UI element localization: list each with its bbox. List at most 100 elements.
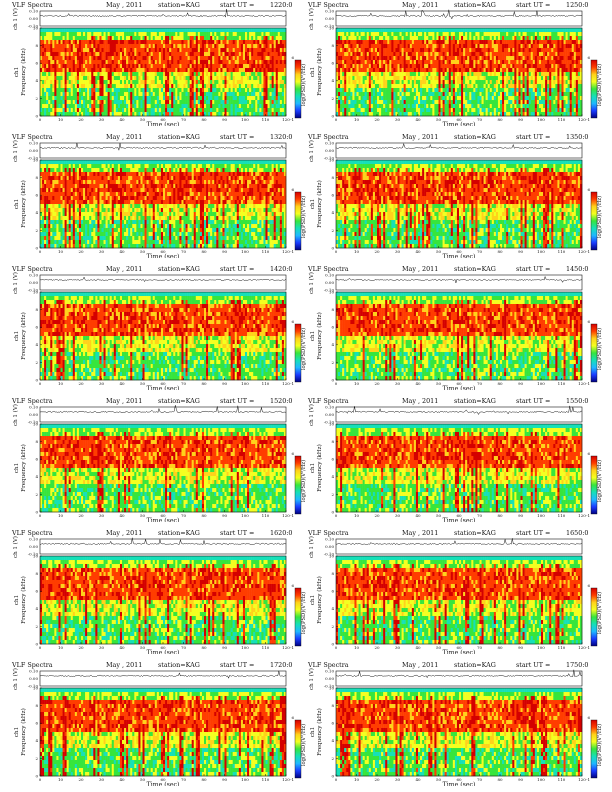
panel-header: VLF Spectra May, 2011 station=KAG start UT =… bbox=[304, 528, 604, 538]
colorbar bbox=[294, 719, 302, 779]
freq-tick-label: 6 bbox=[35, 721, 38, 726]
freq-tick-label: 8 bbox=[35, 439, 38, 444]
waveform-tick-label: 0.00 bbox=[325, 544, 334, 549]
freq-tick-label: 4 bbox=[35, 342, 38, 347]
freq-tick-label: 10 bbox=[329, 421, 335, 426]
panel-title: VLF Spectra bbox=[12, 133, 53, 141]
waveform-ylabel: ch 1 (V) bbox=[308, 272, 315, 294]
panel-station: station=KAG bbox=[454, 661, 496, 669]
time-tick-label: 10 bbox=[58, 777, 64, 782]
waveform-tick-label: 0.00 bbox=[29, 544, 38, 549]
freq-tick-label: 2 bbox=[35, 756, 38, 761]
freq-tick-label: 0 bbox=[331, 641, 334, 646]
time-tick-label: 0 bbox=[39, 513, 42, 518]
colorbar-bottom-label: -1 bbox=[586, 381, 590, 386]
time-tick-label: 40 bbox=[119, 249, 125, 254]
freq-tick-label: 6 bbox=[35, 193, 38, 198]
freq-tick-label: 10 bbox=[33, 25, 39, 30]
freq-tick-label: 8 bbox=[35, 571, 38, 576]
panel-start-label: start UT = bbox=[516, 661, 550, 669]
time-tick-label: 120 bbox=[578, 645, 586, 650]
waveform-frame bbox=[335, 538, 583, 555]
panel-date-sep: , bbox=[122, 661, 124, 669]
waveform-trace bbox=[40, 537, 287, 546]
colorbar-bottom-label: -1 bbox=[586, 777, 590, 782]
freq-tick-label: 0 bbox=[331, 245, 334, 250]
freq-tick-label: 10 bbox=[329, 685, 335, 690]
panel-header: VLF Spectra May, 2011 station=KAG start UT =… bbox=[8, 264, 308, 274]
time-tick-label: 0 bbox=[335, 645, 338, 650]
freq-ylabel: Frequency (kHz) bbox=[316, 180, 323, 228]
spectra-panel-7: VLF Spectra May, 2011 station=KAG start UT =… bbox=[8, 396, 308, 522]
waveform-tick-label: 0.10 bbox=[29, 668, 38, 673]
time-tick-label: 90 bbox=[518, 777, 524, 782]
panel-date-sep: , bbox=[122, 265, 124, 273]
panel-title: VLF Spectra bbox=[308, 265, 349, 273]
waveform-frame bbox=[39, 406, 287, 423]
panel-date-month: May bbox=[106, 661, 120, 669]
time-tick-label: 120 bbox=[282, 249, 290, 254]
waveform-trace bbox=[335, 9, 583, 20]
colorbar-bottom-label: -1 bbox=[290, 117, 294, 122]
time-tick-label: 70 bbox=[181, 645, 187, 650]
ch-ylabel: ch1 bbox=[14, 199, 20, 209]
time-tick-label: 70 bbox=[477, 777, 483, 782]
spectrogram-cells bbox=[40, 28, 287, 117]
waveform-frame bbox=[39, 10, 287, 27]
colorbar-label: log(PSD)(V²/Hz) bbox=[596, 328, 603, 370]
freq-ylabel: Frequency (kHz) bbox=[316, 48, 323, 96]
panel-date-year: 2011 bbox=[126, 1, 142, 9]
panel-header: VLF Spectra May, 2011 station=KAG start UT =… bbox=[304, 132, 604, 142]
waveform-ylabel: ch 1 (V) bbox=[308, 536, 315, 558]
time-xlabel: Time (sec) bbox=[443, 386, 476, 391]
colorbar-top-label: 6 bbox=[291, 187, 294, 192]
time-tick-label: 90 bbox=[222, 117, 228, 122]
panel-date-month: May bbox=[402, 661, 416, 669]
time-tick-label: 80 bbox=[201, 117, 207, 122]
colorbar-label: log(PSD)(V²/Hz) bbox=[300, 460, 307, 502]
waveform-tick-label: -0.10 bbox=[324, 419, 335, 424]
panel-station: station=KAG bbox=[158, 529, 200, 537]
time-tick-label: 50 bbox=[436, 513, 442, 518]
time-tick-label: 80 bbox=[497, 381, 503, 386]
time-tick-label: 80 bbox=[497, 513, 503, 518]
waveform-frame bbox=[335, 670, 583, 687]
time-tick-label: 80 bbox=[497, 777, 503, 782]
waveform-tick-label: -0.10 bbox=[28, 683, 39, 688]
panel-header: VLF Spectra May, 2011 station=KAG start UT =… bbox=[304, 660, 604, 670]
panel-date-month: May bbox=[106, 133, 120, 141]
freq-tick-label: 10 bbox=[329, 289, 335, 294]
time-tick-label: 20 bbox=[374, 117, 380, 122]
time-tick-label: 110 bbox=[262, 381, 270, 386]
time-tick-label: 10 bbox=[58, 381, 64, 386]
time-tick-label: 60 bbox=[456, 249, 462, 254]
waveform-ylabel: ch 1 (V) bbox=[12, 140, 19, 162]
spectrogram-cells bbox=[40, 160, 287, 249]
panel-date-year: 2011 bbox=[126, 397, 142, 405]
time-tick-label: 50 bbox=[140, 381, 146, 386]
panel-date-sep: , bbox=[122, 1, 124, 9]
time-tick-label: 110 bbox=[558, 645, 566, 650]
waveform-tick-label: -0.10 bbox=[28, 23, 39, 28]
time-tick-label: 110 bbox=[262, 513, 270, 518]
spectrogram-cells bbox=[336, 28, 583, 117]
freq-tick-label: 6 bbox=[35, 325, 38, 330]
time-tick-label: 20 bbox=[78, 117, 84, 122]
time-tick-label: 30 bbox=[99, 645, 105, 650]
time-tick-label: 90 bbox=[518, 513, 524, 518]
freq-ylabel: Frequency (kHz) bbox=[20, 444, 27, 492]
time-tick-label: 120 bbox=[578, 381, 586, 386]
panel-station: station=KAG bbox=[454, 529, 496, 537]
colorbar bbox=[590, 587, 598, 647]
freq-tick-label: 6 bbox=[331, 589, 334, 594]
time-tick-label: 0 bbox=[335, 777, 338, 782]
panel-start-ut: 1350:0 bbox=[566, 133, 588, 141]
panel-start-label: start UT = bbox=[516, 265, 550, 273]
panel-start-label: start UT = bbox=[220, 1, 254, 9]
waveform-trace bbox=[335, 669, 583, 679]
waveform-tick-label: 0.00 bbox=[325, 16, 334, 21]
freq-tick-label: 8 bbox=[331, 43, 334, 48]
